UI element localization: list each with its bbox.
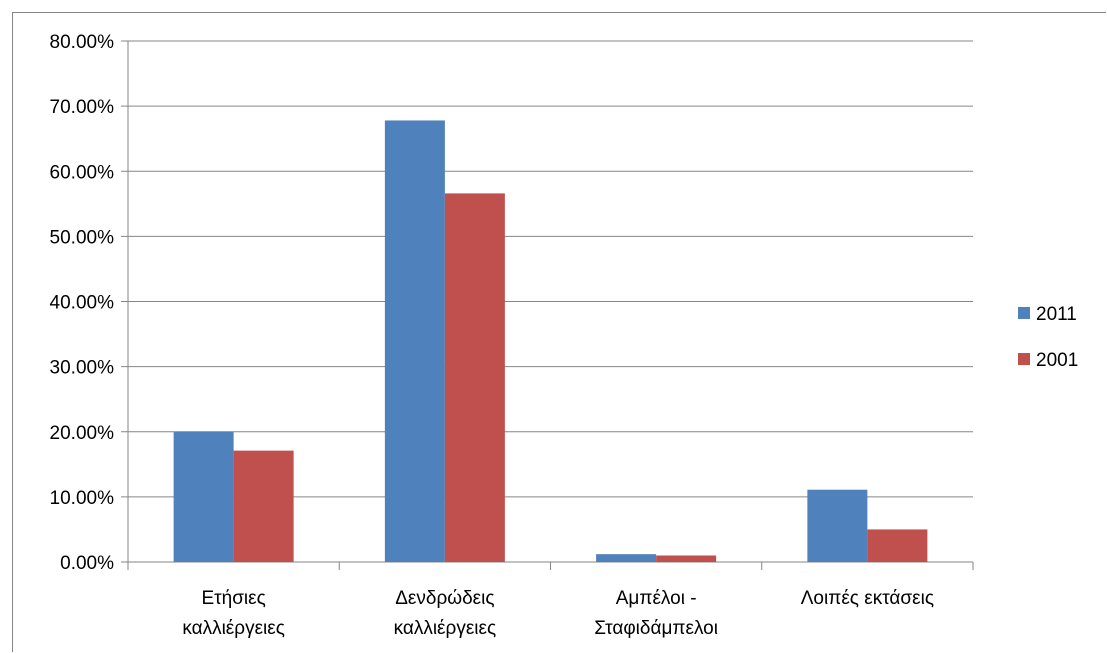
y-tick-label: 80.00% bbox=[50, 32, 115, 53]
legend-label-2011: 2011 bbox=[1036, 304, 1077, 325]
bar-2001 bbox=[444, 193, 505, 562]
legend-swatch-2001 bbox=[1018, 353, 1030, 365]
y-tick-label: 10.00% bbox=[50, 488, 115, 509]
category-label: Δενδρώδεις bbox=[395, 588, 494, 609]
category-label: Λοιπές εκτάσεις bbox=[801, 588, 934, 609]
chart-frame bbox=[12, 12, 1106, 652]
bar-2011 bbox=[807, 489, 868, 562]
legend-swatch-2011 bbox=[1018, 307, 1030, 319]
y-tick-label: 70.00% bbox=[50, 97, 115, 118]
category-label: καλλιέργειες bbox=[182, 618, 285, 639]
category-label: Ετήσιες bbox=[201, 588, 265, 609]
bar-2001 bbox=[233, 450, 294, 562]
y-tick-label: 50.00% bbox=[50, 227, 115, 248]
category-label: καλλιέργειες bbox=[394, 618, 497, 639]
y-tick-label: 0.00% bbox=[60, 553, 114, 574]
y-tick-label: 20.00% bbox=[50, 423, 115, 444]
category-label: Σταφιδάμπελοι bbox=[594, 618, 718, 639]
y-tick-label: 60.00% bbox=[50, 162, 115, 183]
bar-2011 bbox=[596, 554, 657, 562]
y-tick-label: 30.00% bbox=[50, 358, 115, 379]
bar-2001 bbox=[656, 555, 717, 562]
bar-2001 bbox=[867, 529, 928, 562]
y-tick-label: 40.00% bbox=[50, 293, 115, 314]
category-label: Αμπέλοι - bbox=[616, 588, 697, 609]
bar-2011 bbox=[173, 431, 234, 562]
bar-2011 bbox=[384, 120, 445, 562]
legend-label-2001: 2001 bbox=[1036, 350, 1078, 371]
